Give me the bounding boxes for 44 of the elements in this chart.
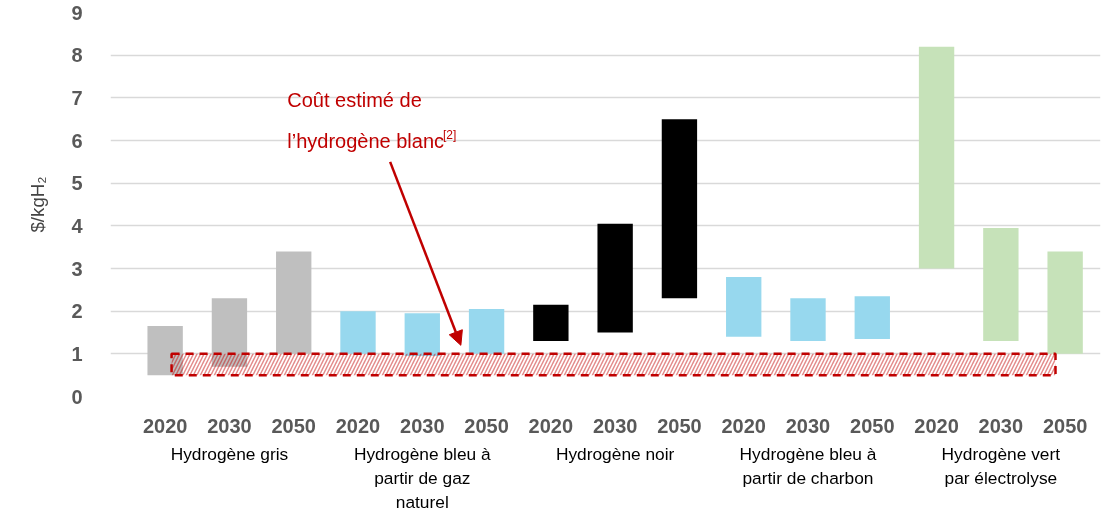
y-tick-label: 9 — [71, 1, 83, 24]
x-tick-label: 2030 — [785, 414, 831, 437]
x-tick-label: 2020 — [721, 414, 766, 437]
x-tick-label: 2030 — [400, 414, 445, 437]
bar — [276, 251, 312, 354]
bar — [661, 119, 698, 299]
bar — [983, 227, 1019, 342]
x-tick-label: 2050 — [271, 414, 316, 437]
x-tick-label: 2020 — [914, 414, 959, 437]
x-tick-label: 2030 — [592, 414, 638, 437]
text: Hydrogène gris — [170, 443, 289, 464]
bar — [1047, 251, 1083, 354]
y-axis-title: $/kgH₂ — [27, 176, 49, 233]
text: Hydrogène bleu à partir de charbon — [739, 443, 877, 488]
bar — [468, 309, 505, 354]
bar — [404, 313, 440, 356]
x-tick-label: 2020 — [335, 414, 381, 437]
x-tick-label: 2050 — [1042, 414, 1088, 437]
x-tick-label: 2050 — [464, 414, 509, 437]
x-tick-label: 2050 — [850, 414, 895, 437]
bar — [854, 296, 890, 339]
y-tick-label: 4 — [71, 214, 84, 237]
x-tick-label: 2030 — [978, 414, 1024, 437]
y-tick-label: 0 — [71, 385, 83, 408]
y-tick-label: 2 — [71, 300, 83, 323]
x-tick-label: 2030 — [207, 414, 252, 437]
x-tick-label: 2050 — [657, 414, 702, 437]
bar — [533, 304, 569, 342]
text: Hydrogène bleu à partir de gaz naturel — [353, 443, 492, 512]
x-tick-label: 2020 — [528, 414, 574, 437]
bar — [597, 223, 633, 333]
y-tick-label: 6 — [71, 129, 83, 152]
bar — [918, 46, 955, 269]
bar — [790, 298, 826, 342]
y-tick-label: 7 — [71, 86, 83, 109]
y-tick-label: 3 — [71, 257, 83, 280]
bar — [340, 311, 376, 354]
y-tick-label: 1 — [71, 342, 83, 365]
text: Hydrogène noir — [555, 443, 675, 464]
bar — [726, 277, 762, 337]
y-tick-label: 8 — [71, 44, 83, 67]
y-tick-label: 5 — [71, 172, 83, 195]
x-tick-label: 2020 — [142, 414, 188, 437]
text: Hydrogène vert par électrolyse — [941, 443, 1061, 488]
